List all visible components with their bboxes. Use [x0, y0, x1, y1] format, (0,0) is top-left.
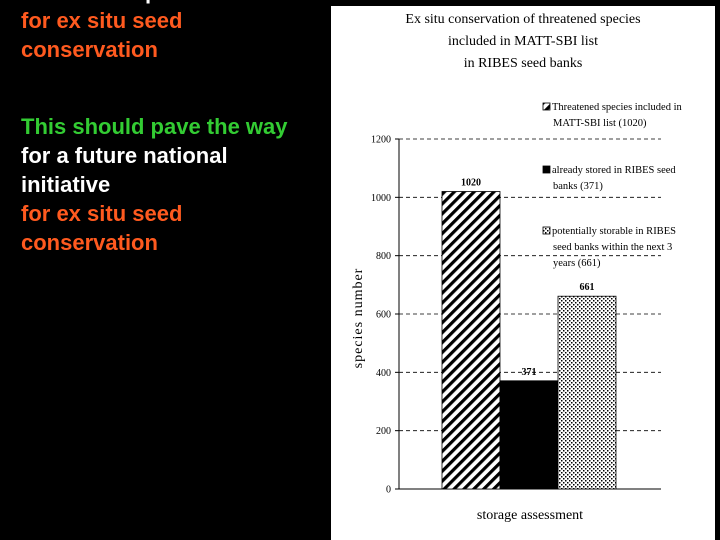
slide-line-cut: plan [21, 0, 321, 6]
chart-title-line: included in MATT-SBI list [448, 34, 598, 49]
bar-value-label: 371 [522, 367, 537, 378]
legend-swatch [542, 165, 551, 174]
y-tick-label: 800 [376, 251, 391, 262]
slide-text: plan for ex situ seed conservation This … [21, 0, 321, 257]
slide-line: initiative [21, 172, 111, 197]
chart-title-line: in RIBES seed banks [463, 56, 583, 71]
bar-value-label: 661 [580, 282, 595, 293]
y-axis-label: species number [351, 268, 366, 369]
y-tick-label: 200 [376, 426, 391, 437]
bar [499, 380, 559, 490]
chart-title-line: Ex situ conservation of threatened speci… [405, 12, 641, 27]
bar [557, 295, 617, 490]
legend-label: already stored in RIBES seed [552, 165, 676, 176]
legend-label: banks (371) [553, 181, 603, 192]
y-tick-label: 0 [386, 485, 391, 496]
legend-label: years (661) [553, 258, 601, 269]
legend-label: Threatened species included in [552, 102, 682, 113]
x-axis-label: storage assessment [477, 508, 583, 523]
y-tick-label: 600 [376, 310, 391, 321]
bar [441, 191, 501, 490]
y-tick-label: 1000 [371, 193, 391, 204]
bar-chart: 0 200 400 600 800 1000 1200 1020 371 661 Threate… [351, 102, 682, 523]
slide-line: for a future national [21, 143, 228, 168]
slide-line: for ex situ seed [21, 8, 183, 33]
slide-line: This should pave the way [21, 114, 288, 139]
chart-panel: Ex situ conservation of threatened speci… [331, 6, 715, 540]
slide-line: conservation [21, 230, 158, 255]
legend-swatch [542, 226, 551, 235]
bar-value-label: 1020 [461, 178, 481, 189]
legend-swatch [542, 102, 551, 111]
legend-label: MATT-SBI list (1020) [553, 118, 647, 129]
y-tick-label: 1200 [371, 135, 391, 146]
slide-line: conservation [21, 37, 158, 62]
legend-label: seed banks within the next 3 [553, 242, 672, 253]
legend-label: potentially storable in RIBES [552, 226, 676, 237]
slide-line: for ex situ seed [21, 201, 183, 226]
y-tick-label: 400 [376, 368, 391, 379]
